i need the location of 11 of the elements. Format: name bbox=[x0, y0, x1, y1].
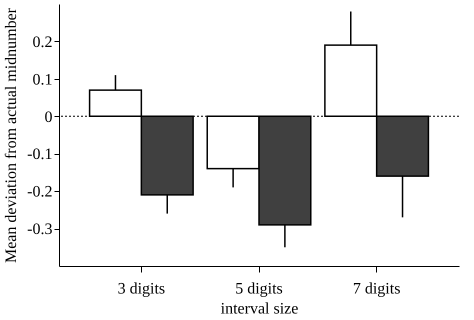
x-tick-label: 5 digits bbox=[235, 280, 283, 298]
y-axis-title: Mean deviation from actual midnumber bbox=[3, 7, 20, 264]
y-tick-label: 0.1 bbox=[32, 71, 52, 88]
y-tick-label: 0.2 bbox=[32, 34, 52, 51]
x-tick-label: 3 digits bbox=[118, 280, 166, 298]
x-tick-label: 7 digits bbox=[352, 280, 400, 298]
y-tick-label: -0.2 bbox=[27, 184, 52, 201]
y-tick-label: -0.3 bbox=[27, 221, 52, 238]
x-axis-title: interval size bbox=[220, 300, 298, 318]
y-tick-label: 0 bbox=[44, 108, 52, 126]
y-tick-label: -0.1 bbox=[27, 146, 52, 164]
